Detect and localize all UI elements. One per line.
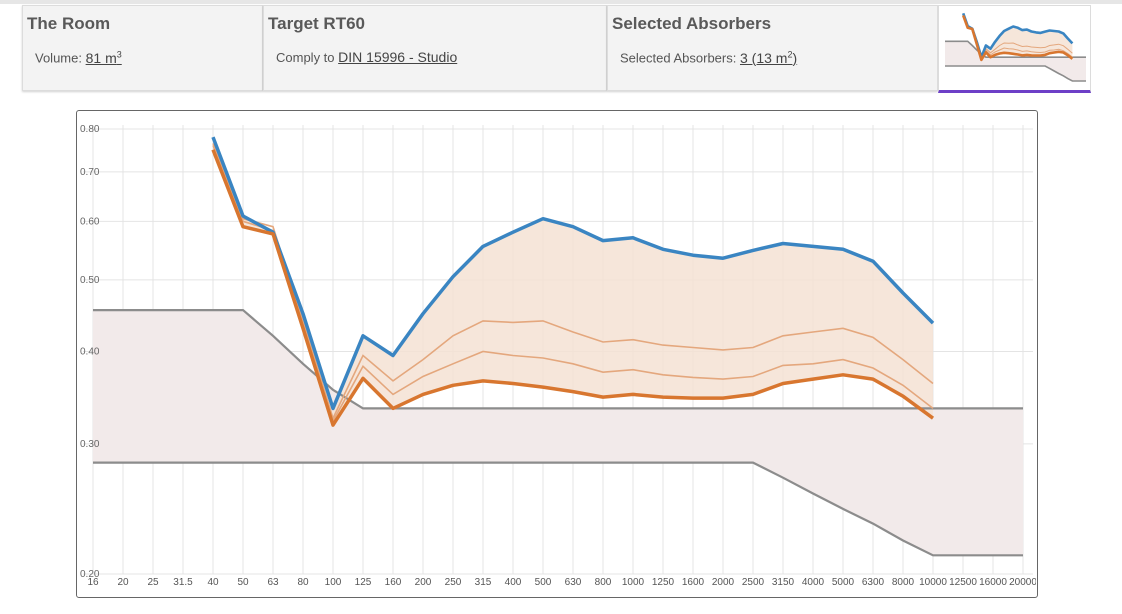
- top-border: [0, 0, 1122, 4]
- x-tick-label: 50: [237, 577, 249, 588]
- target-title: Target RT60: [268, 14, 365, 33]
- x-tick-label: 100: [325, 577, 342, 588]
- x-tick-label: 63: [267, 577, 279, 588]
- y-tick-label: 0.80: [80, 124, 100, 135]
- y-tick-label: 0.70: [80, 167, 100, 178]
- y-tick-label: 0.40: [80, 347, 100, 358]
- x-tick-label: 1000: [622, 577, 645, 588]
- x-tick-label: 20: [117, 577, 129, 588]
- absorbers-value-link[interactable]: 3 (13 m2): [739, 49, 798, 66]
- x-tick-label: 400: [505, 577, 522, 588]
- absorbers-title: Selected Absorbers: [612, 14, 772, 33]
- absorbers-row: Selected Absorbers: 3 (13 m2): [620, 49, 797, 66]
- intermediate-rt60-line: [212, 143, 934, 421]
- current-rt60-line: [211, 136, 935, 411]
- x-tick-label: 6300: [862, 577, 885, 588]
- y-tick-label: 0.30: [80, 439, 100, 450]
- absorbers-unit-exponent: 2: [787, 49, 793, 59]
- x-tick-label: 20000: [1009, 577, 1036, 588]
- volume-unit-exponent: 3: [116, 49, 122, 59]
- target-upper-line: [93, 309, 1023, 410]
- rt60-chart-frame: 16 20 25 31.5 40 50 63 80 100 125 160 200 250 315 400 5…: [76, 110, 1038, 598]
- x-tick-label: 16000: [979, 577, 1007, 588]
- x-tick-label: 3150: [772, 577, 795, 588]
- room-volume-row: Volume: 81 m3: [35, 49, 122, 66]
- x-tick-label: 315: [475, 577, 492, 588]
- x-tick-label: 1250: [652, 577, 675, 588]
- treatment-range-area: [963, 13, 1073, 60]
- tab-the-room[interactable]: The Room Volume: 81 m3: [22, 5, 263, 91]
- target-range-area: [945, 41, 1086, 81]
- tab-selected-absorbers[interactable]: Selected Absorbers Selected Absorbers: 3…: [607, 5, 938, 91]
- x-tick-label: 8000: [892, 577, 915, 588]
- tab-target-rt60[interactable]: Target RT60 Comply to DIN 15996 - Studio: [263, 5, 607, 91]
- treated-rt60-line: [211, 149, 935, 427]
- x-tick-label: 25: [147, 577, 159, 588]
- x-tick-label: 5000: [832, 577, 855, 588]
- absorbers-label: Selected Absorbers:: [620, 50, 737, 66]
- x-tick-label: 40: [207, 577, 219, 588]
- comply-label: Comply to: [276, 50, 335, 65]
- x-tick-label: 80: [297, 577, 309, 588]
- target-comply-row: Comply to DIN 15996 - Studio: [276, 49, 457, 65]
- target-lower-line: [93, 461, 1023, 557]
- absorbers-value: 3 (13 m: [739, 49, 788, 66]
- x-tick-label: 10000: [919, 577, 947, 588]
- x-tick-label: 800: [595, 577, 612, 588]
- target-range-area: [93, 310, 1023, 556]
- x-tick-label: 1600: [682, 577, 705, 588]
- y-tick-label: 0.60: [80, 216, 100, 227]
- x-tick-label: 125: [355, 577, 372, 588]
- x-tick-label: 500: [535, 577, 552, 588]
- x-tick-label: 16: [87, 577, 99, 588]
- room-title: The Room: [27, 14, 111, 33]
- chart-thumbnail: [945, 12, 1086, 82]
- y-tick-label: 0.20: [80, 569, 100, 580]
- standard-link[interactable]: DIN 15996 - Studio: [338, 49, 458, 65]
- x-tick-label: 630: [565, 577, 582, 588]
- x-tick-label: 2000: [712, 577, 735, 588]
- y-tick-label: 0.50: [80, 275, 100, 286]
- volume-value-link[interactable]: 81 m3: [85, 49, 122, 66]
- treated-rt60-line: [961, 14, 1074, 62]
- volume-label: Volume:: [35, 50, 82, 66]
- x-tick-label: 31.5: [173, 577, 193, 588]
- volume-value: 81 m: [85, 49, 117, 66]
- target-upper-line: [945, 40, 1086, 59]
- rt60-chart: 16 20 25 31.5 40 50 63 80 100 125 160 200 250 315 400 5…: [80, 124, 1037, 588]
- target-lower-line: [945, 65, 1086, 82]
- x-tick-label: 12500: [949, 577, 977, 588]
- x-tick-label: 250: [445, 577, 462, 588]
- x-tick-label: 2500: [742, 577, 765, 588]
- x-tick-label: 160: [385, 577, 402, 588]
- treatment-range-area: [213, 137, 933, 426]
- chart-thumbnail-tab[interactable]: [938, 5, 1091, 93]
- x-tick-label: 200: [415, 577, 432, 588]
- absorbers-value-suffix: ): [792, 49, 798, 66]
- x-tick-label: 4000: [802, 577, 825, 588]
